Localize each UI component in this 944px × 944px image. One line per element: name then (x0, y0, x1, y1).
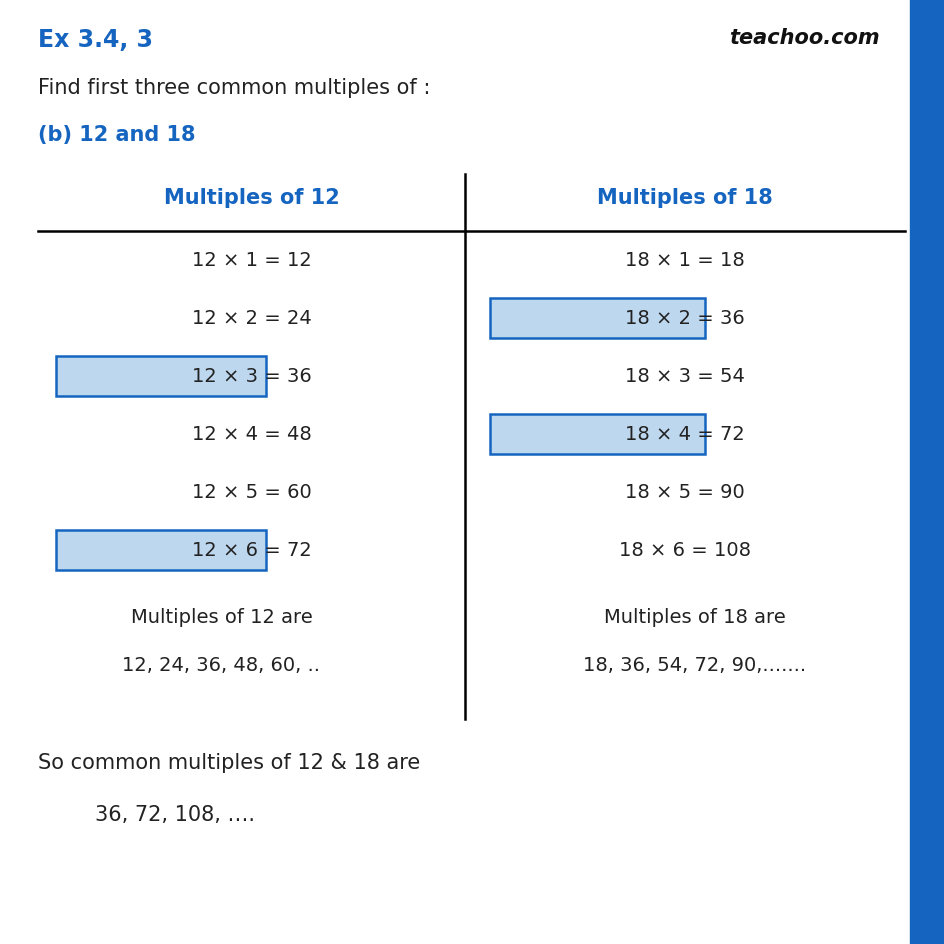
Text: 18 × 5 = 90: 18 × 5 = 90 (625, 483, 744, 502)
Text: Multiples of 12 are: Multiples of 12 are (130, 607, 312, 626)
Text: So common multiples of 12 & 18 are: So common multiples of 12 & 18 are (38, 752, 420, 772)
Text: 12 × 1 = 12: 12 × 1 = 12 (192, 251, 311, 270)
Text: Ex 3.4, 3: Ex 3.4, 3 (38, 28, 153, 52)
FancyBboxPatch shape (56, 357, 265, 396)
Text: Find first three common multiples of :: Find first three common multiples of : (38, 78, 430, 98)
Text: 12 × 3 = 36: 12 × 3 = 36 (192, 367, 311, 386)
Text: 18, 36, 54, 72, 90,.......: 18, 36, 54, 72, 90,....... (582, 655, 806, 674)
Text: 36, 72, 108, ….: 36, 72, 108, …. (95, 804, 255, 824)
FancyBboxPatch shape (490, 299, 704, 338)
Text: 18 × 1 = 18: 18 × 1 = 18 (625, 251, 744, 270)
Text: 18 × 6 = 108: 18 × 6 = 108 (618, 541, 750, 560)
FancyBboxPatch shape (56, 531, 265, 570)
Text: 12 × 5 = 60: 12 × 5 = 60 (192, 483, 311, 502)
Text: 12 × 6 = 72: 12 × 6 = 72 (192, 541, 311, 560)
Text: 18 × 4 = 72: 18 × 4 = 72 (625, 425, 744, 444)
Text: 12 × 4 = 48: 12 × 4 = 48 (192, 425, 311, 444)
FancyBboxPatch shape (490, 414, 704, 454)
Text: Multiples of 18 are: Multiples of 18 are (603, 607, 785, 626)
Text: teachoo.com: teachoo.com (729, 28, 879, 48)
Bar (909, 0, 944, 944)
Text: 12, 24, 36, 48, 60, ..: 12, 24, 36, 48, 60, .. (123, 655, 320, 674)
Text: 18 × 2 = 36: 18 × 2 = 36 (625, 310, 744, 329)
Text: 18 × 3 = 54: 18 × 3 = 54 (624, 367, 744, 386)
Text: Multiples of 12: Multiples of 12 (163, 188, 339, 208)
Text: Multiples of 18: Multiples of 18 (597, 188, 772, 208)
Text: 12 × 2 = 24: 12 × 2 = 24 (192, 310, 311, 329)
Text: (b) 12 and 18: (b) 12 and 18 (38, 125, 195, 144)
